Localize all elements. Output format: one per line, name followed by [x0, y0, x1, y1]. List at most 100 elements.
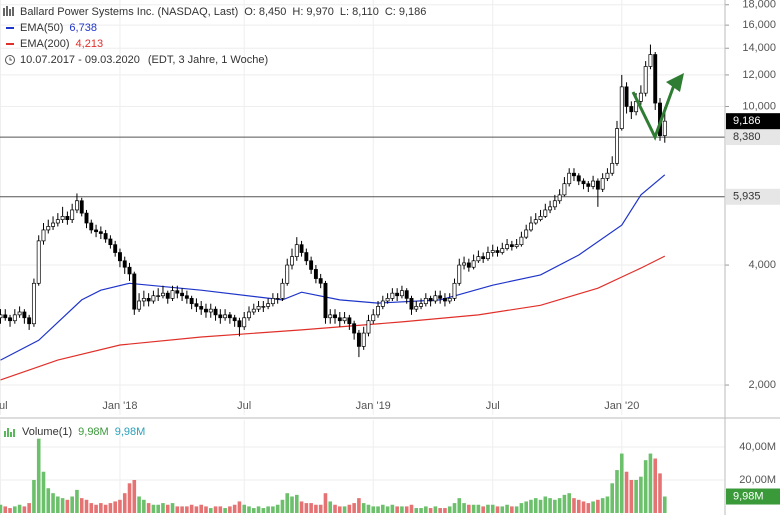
candle-body — [79, 200, 84, 214]
y-tick-label: 40,00M — [739, 441, 776, 453]
volume-bar — [94, 504, 98, 513]
volume-bar — [280, 499, 285, 513]
ohlc-label: C: — [385, 6, 396, 18]
volume-bar — [84, 499, 89, 513]
volume-bar — [232, 504, 237, 513]
volume-bar — [610, 483, 615, 513]
candle-body — [223, 314, 228, 319]
volume-bar — [514, 506, 519, 513]
candle-body — [442, 298, 447, 302]
candle-body — [428, 298, 433, 302]
volume-bar — [247, 506, 251, 513]
candle-body — [189, 298, 194, 305]
candle-body — [204, 308, 208, 313]
volume-bar — [639, 476, 643, 513]
volume-bar — [60, 498, 65, 513]
volume-bar — [194, 506, 199, 513]
x-tick-label: Jan '20 — [604, 400, 639, 412]
candle-body — [438, 295, 443, 299]
candle-body — [213, 308, 218, 316]
volume-bar — [199, 504, 204, 513]
chart-icon — [3, 6, 14, 16]
volume-bar — [75, 489, 79, 513]
volume-bar — [304, 503, 309, 513]
legend-entry: EMA(50) 6,738 — [20, 22, 97, 34]
candle-body — [89, 222, 94, 231]
volume-bar — [127, 483, 132, 513]
volume-bar — [113, 501, 117, 513]
volume-header: Volume(1) 9,98M 9,98M — [22, 426, 145, 438]
volume-bar — [165, 504, 170, 513]
volume-bar — [371, 506, 376, 513]
volume-bar — [447, 506, 452, 513]
candle-body — [605, 172, 610, 179]
volume-bar — [624, 471, 629, 513]
header: Ballard Power Systems Inc. (NASDAQ, Last… — [3, 6, 426, 438]
volume-bar — [22, 506, 27, 513]
candle-body — [643, 66, 648, 94]
volume-bar — [161, 503, 165, 513]
volume-bar — [495, 506, 500, 513]
volume-bar — [619, 453, 624, 513]
volume-bar — [490, 504, 495, 513]
candle-body — [366, 320, 371, 334]
candle-body — [529, 222, 533, 231]
candle-body — [323, 282, 328, 319]
volume-bar — [251, 508, 256, 513]
volume-bar — [662, 496, 667, 513]
volume-bar — [347, 504, 352, 513]
candle-body — [572, 172, 576, 177]
candle-body — [337, 317, 342, 322]
candle-body — [533, 219, 538, 224]
volume-bar — [36, 438, 41, 513]
candle-body — [108, 238, 113, 246]
candle-body — [548, 206, 553, 211]
candle-body — [36, 240, 41, 284]
y-tick-label: 18,000 — [742, 0, 776, 11]
volume-bar — [132, 479, 137, 513]
candle-body — [304, 252, 309, 262]
volume-bar — [237, 501, 242, 513]
volume-bar — [180, 506, 184, 513]
candle-body — [586, 183, 591, 187]
candle-body — [629, 106, 634, 113]
candle-body — [0, 314, 3, 319]
candle-body — [170, 290, 175, 299]
candle-body — [275, 298, 280, 300]
candle-body — [156, 295, 161, 297]
candle-body — [481, 256, 486, 260]
chart-title: Ballard Power Systems Inc. (NASDAQ, Last… — [20, 6, 238, 18]
candle-body — [543, 209, 548, 217]
volume-bar — [576, 499, 581, 513]
clock-icon — [5, 55, 15, 65]
volume-bar — [294, 494, 299, 513]
volume-bar — [643, 460, 648, 513]
candle-body — [55, 219, 60, 224]
candle-body — [280, 282, 285, 299]
candle-body — [122, 260, 127, 268]
volume-bar — [352, 503, 356, 513]
candle-body — [103, 233, 108, 240]
volume-bar — [17, 504, 22, 513]
volume-bar — [467, 504, 471, 513]
volume-bar — [32, 479, 36, 513]
candle-body — [118, 252, 122, 262]
x-tick-label: Jul — [486, 400, 500, 412]
candle-body — [495, 250, 500, 253]
date-note: (EDT, 3 Jahre, 1 Woche) — [148, 54, 268, 66]
candle-body — [591, 180, 596, 187]
x-tick-label: Jul — [0, 400, 8, 412]
volume-bar — [376, 506, 380, 513]
candle-body — [313, 269, 318, 279]
candle-body — [333, 314, 337, 319]
candle-body — [175, 290, 180, 294]
volume-bar — [8, 508, 12, 513]
volume-bar — [337, 506, 342, 513]
volume-bar — [419, 508, 423, 513]
legend-value: 4,213 — [76, 38, 104, 50]
candle-body — [576, 175, 581, 182]
candle-body — [285, 264, 290, 284]
ema-line — [0, 255, 666, 381]
volume-bar — [424, 506, 428, 513]
volume-bar — [290, 496, 294, 513]
